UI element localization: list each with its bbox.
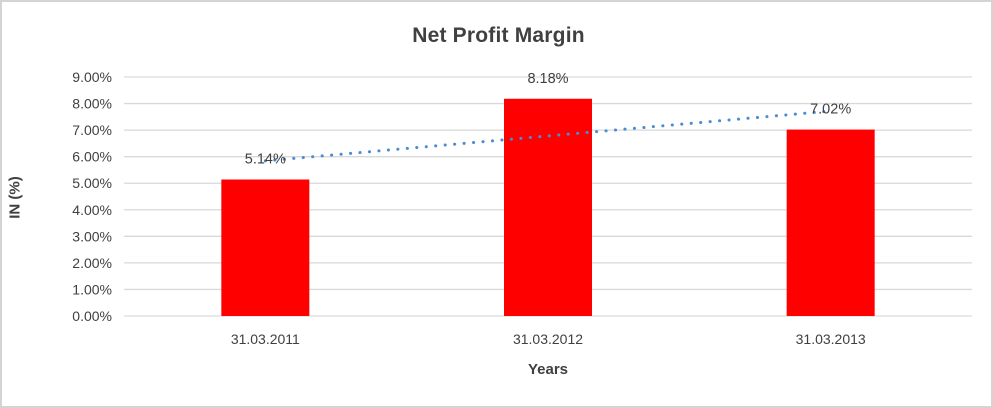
y-tick-label: 5.00% [72, 175, 112, 191]
y-tick-label: 8.00% [72, 96, 112, 112]
y-tick-label: 1.00% [72, 281, 112, 297]
bar-31.03.2013 [786, 129, 875, 316]
bar-31.03.2012 [504, 98, 592, 316]
data-label: 5.14% [245, 152, 286, 168]
bar-31.03.2011 [221, 179, 310, 316]
y-tick-label: 6.00% [72, 149, 112, 165]
x-tick-label: 31.03.2013 [796, 331, 866, 347]
y-tick-label: 0.00% [72, 308, 112, 324]
chart-title: Net Profit Margin [412, 24, 585, 47]
data-label: 8.18% [527, 71, 568, 87]
y-tick-label: 2.00% [72, 255, 112, 271]
trendline [263, 109, 833, 163]
x-tick-label: 31.03.2011 [231, 331, 300, 347]
x-axis-title: Years [527, 361, 569, 378]
data-label: 7.02% [810, 102, 851, 118]
y-tick-label: 3.00% [72, 228, 112, 244]
y-tick-label: 9.00% [72, 69, 112, 85]
y-tick-label: 4.00% [72, 202, 112, 218]
x-tick-label: 31.03.2012 [513, 331, 583, 347]
y-tick-label: 7.00% [72, 122, 112, 138]
